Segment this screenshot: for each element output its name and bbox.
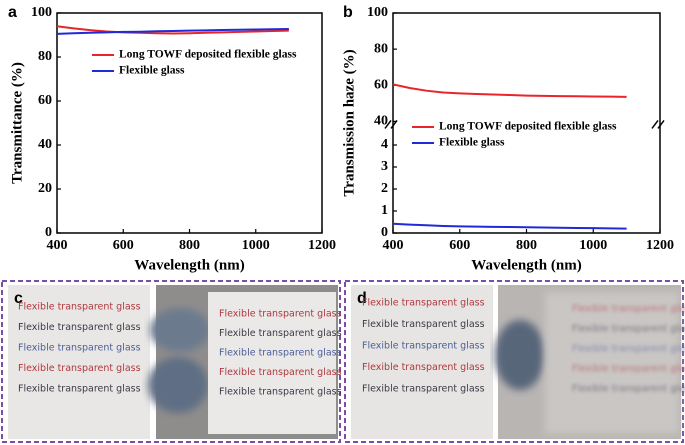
- y-tick-label: 80: [374, 41, 388, 56]
- y-tick-label: 4: [381, 137, 388, 152]
- axis-break: [651, 119, 659, 129]
- photo-panel-c: [1, 280, 341, 443]
- y-tick-label: 2: [381, 181, 388, 196]
- photo-text: Flexible transparent glass: [219, 367, 342, 378]
- glove: [495, 320, 545, 390]
- x-tick-label: 800: [516, 238, 537, 253]
- photo-text: Flexible transparent glass: [362, 341, 485, 352]
- panel-label: d: [357, 290, 367, 307]
- y-tick-label: 100: [367, 5, 388, 20]
- photo-text: Flexible transparent glass: [18, 384, 141, 395]
- photo-text: Flexible transparent glass: [219, 328, 342, 339]
- x-axis-title: Wavelength (nm): [134, 257, 244, 273]
- x-tick-label: 1000: [242, 238, 270, 253]
- axis-break: [657, 119, 665, 129]
- plot-frame: [56, 12, 323, 234]
- y-tick-label: 100: [31, 5, 52, 20]
- x-tick-label: 800: [179, 238, 200, 253]
- photo-text: Flexible transparent glass: [18, 322, 141, 333]
- y-tick-label: 60: [38, 93, 52, 108]
- y-tick-label: 40: [374, 114, 388, 129]
- photo-text: Flexible transparent glass: [572, 324, 685, 335]
- x-tick-label: 400: [47, 238, 68, 253]
- photo-text: Flexible transparent glass: [219, 387, 342, 398]
- y-tick-label: 1: [381, 203, 388, 218]
- x-tick-label: 400: [383, 238, 404, 253]
- photo-text: Flexible transparent glass: [572, 384, 685, 395]
- y-tick-label: 60: [374, 77, 388, 92]
- photo-text: Flexible transparent glass: [18, 363, 141, 374]
- x-tick-label: 600: [449, 238, 470, 253]
- glove: [150, 308, 210, 352]
- photo-text: Flexible transparent glass: [18, 343, 141, 354]
- y-tick-label: 80: [38, 49, 52, 64]
- photo-text: Flexible transparent glass: [219, 309, 342, 320]
- photo-left: [351, 285, 493, 439]
- y-tick-label: 40: [38, 137, 52, 152]
- x-tick-label: 1000: [579, 238, 607, 253]
- glove: [148, 357, 208, 413]
- photo-text: Flexible transparent glass: [219, 348, 342, 359]
- y-tick-label: 0: [45, 225, 52, 240]
- photo-text: Flexible transparent glass: [362, 319, 485, 330]
- photo-text: Flexible transparent glass: [362, 384, 485, 395]
- photo-panel-d: [344, 280, 684, 443]
- y-axis-title: Transmission haze (%): [341, 49, 357, 196]
- y-tick-label: 0: [381, 225, 388, 240]
- paper: [545, 292, 679, 434]
- legend-label: Flexible glass: [119, 65, 185, 77]
- data-line: [392, 83, 627, 98]
- y-axis-title: Transmittance (%): [9, 62, 25, 184]
- y-tick-label: 20: [38, 181, 52, 196]
- photo-text: Flexible transparent glass: [362, 298, 485, 309]
- data-line: [392, 222, 627, 230]
- data-line: [56, 28, 289, 35]
- axis-break: [384, 119, 392, 129]
- x-axis-title: Wavelength (nm): [471, 257, 581, 273]
- y-tick-label: 3: [381, 159, 388, 174]
- photo-text: Flexible transparent glass: [18, 302, 141, 313]
- x-tick-label: 1200: [308, 238, 336, 253]
- photo-text: Flexible transparent glass: [572, 304, 685, 315]
- x-tick-label: 1200: [646, 238, 674, 253]
- photo-text: Flexible transparent glass: [362, 362, 485, 373]
- photo-text: Flexible transparent glass: [572, 344, 685, 355]
- photo-text: Flexible transparent glass: [572, 364, 685, 375]
- legend-label: Long TOWF deposited flexible glass: [119, 49, 297, 61]
- legend-label: Flexible glass: [439, 137, 505, 149]
- panel-label: b: [343, 4, 353, 21]
- data-line: [56, 25, 289, 35]
- x-tick-label: 600: [113, 238, 134, 253]
- panel-label: c: [14, 290, 23, 307]
- photo-left: [8, 285, 150, 439]
- paper: [208, 292, 336, 434]
- panel-label: a: [8, 4, 17, 21]
- legend-label: Long TOWF deposited flexible glass: [439, 121, 617, 133]
